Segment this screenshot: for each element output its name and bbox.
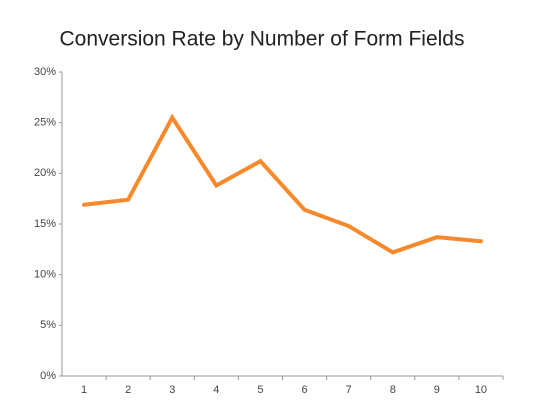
x-tick-label: 1 — [81, 384, 87, 396]
data-line — [82, 113, 483, 255]
y-tick-label: 0% — [40, 370, 56, 382]
y-tick-label: 15% — [34, 218, 56, 230]
x-tick-label: 10 — [475, 384, 487, 396]
y-tick-label: 30% — [34, 66, 56, 78]
x-tick-label: 2 — [125, 384, 131, 396]
x-tick-label: 5 — [257, 384, 263, 396]
chart-title: Conversion Rate by Number of Form Fields — [60, 28, 465, 51]
y-tick-label: 10% — [34, 269, 56, 281]
x-tick-label: 4 — [213, 384, 219, 396]
x-tick-label: 3 — [169, 384, 175, 396]
y-tick-label: 5% — [40, 319, 56, 331]
x-tick-label: 8 — [390, 384, 396, 396]
y-tick-label: 25% — [34, 117, 56, 129]
x-tick-label: 7 — [346, 384, 352, 396]
x-tick-label: 9 — [434, 384, 440, 396]
y-tick-label: 20% — [34, 167, 56, 179]
x-tick-label: 6 — [301, 384, 307, 396]
